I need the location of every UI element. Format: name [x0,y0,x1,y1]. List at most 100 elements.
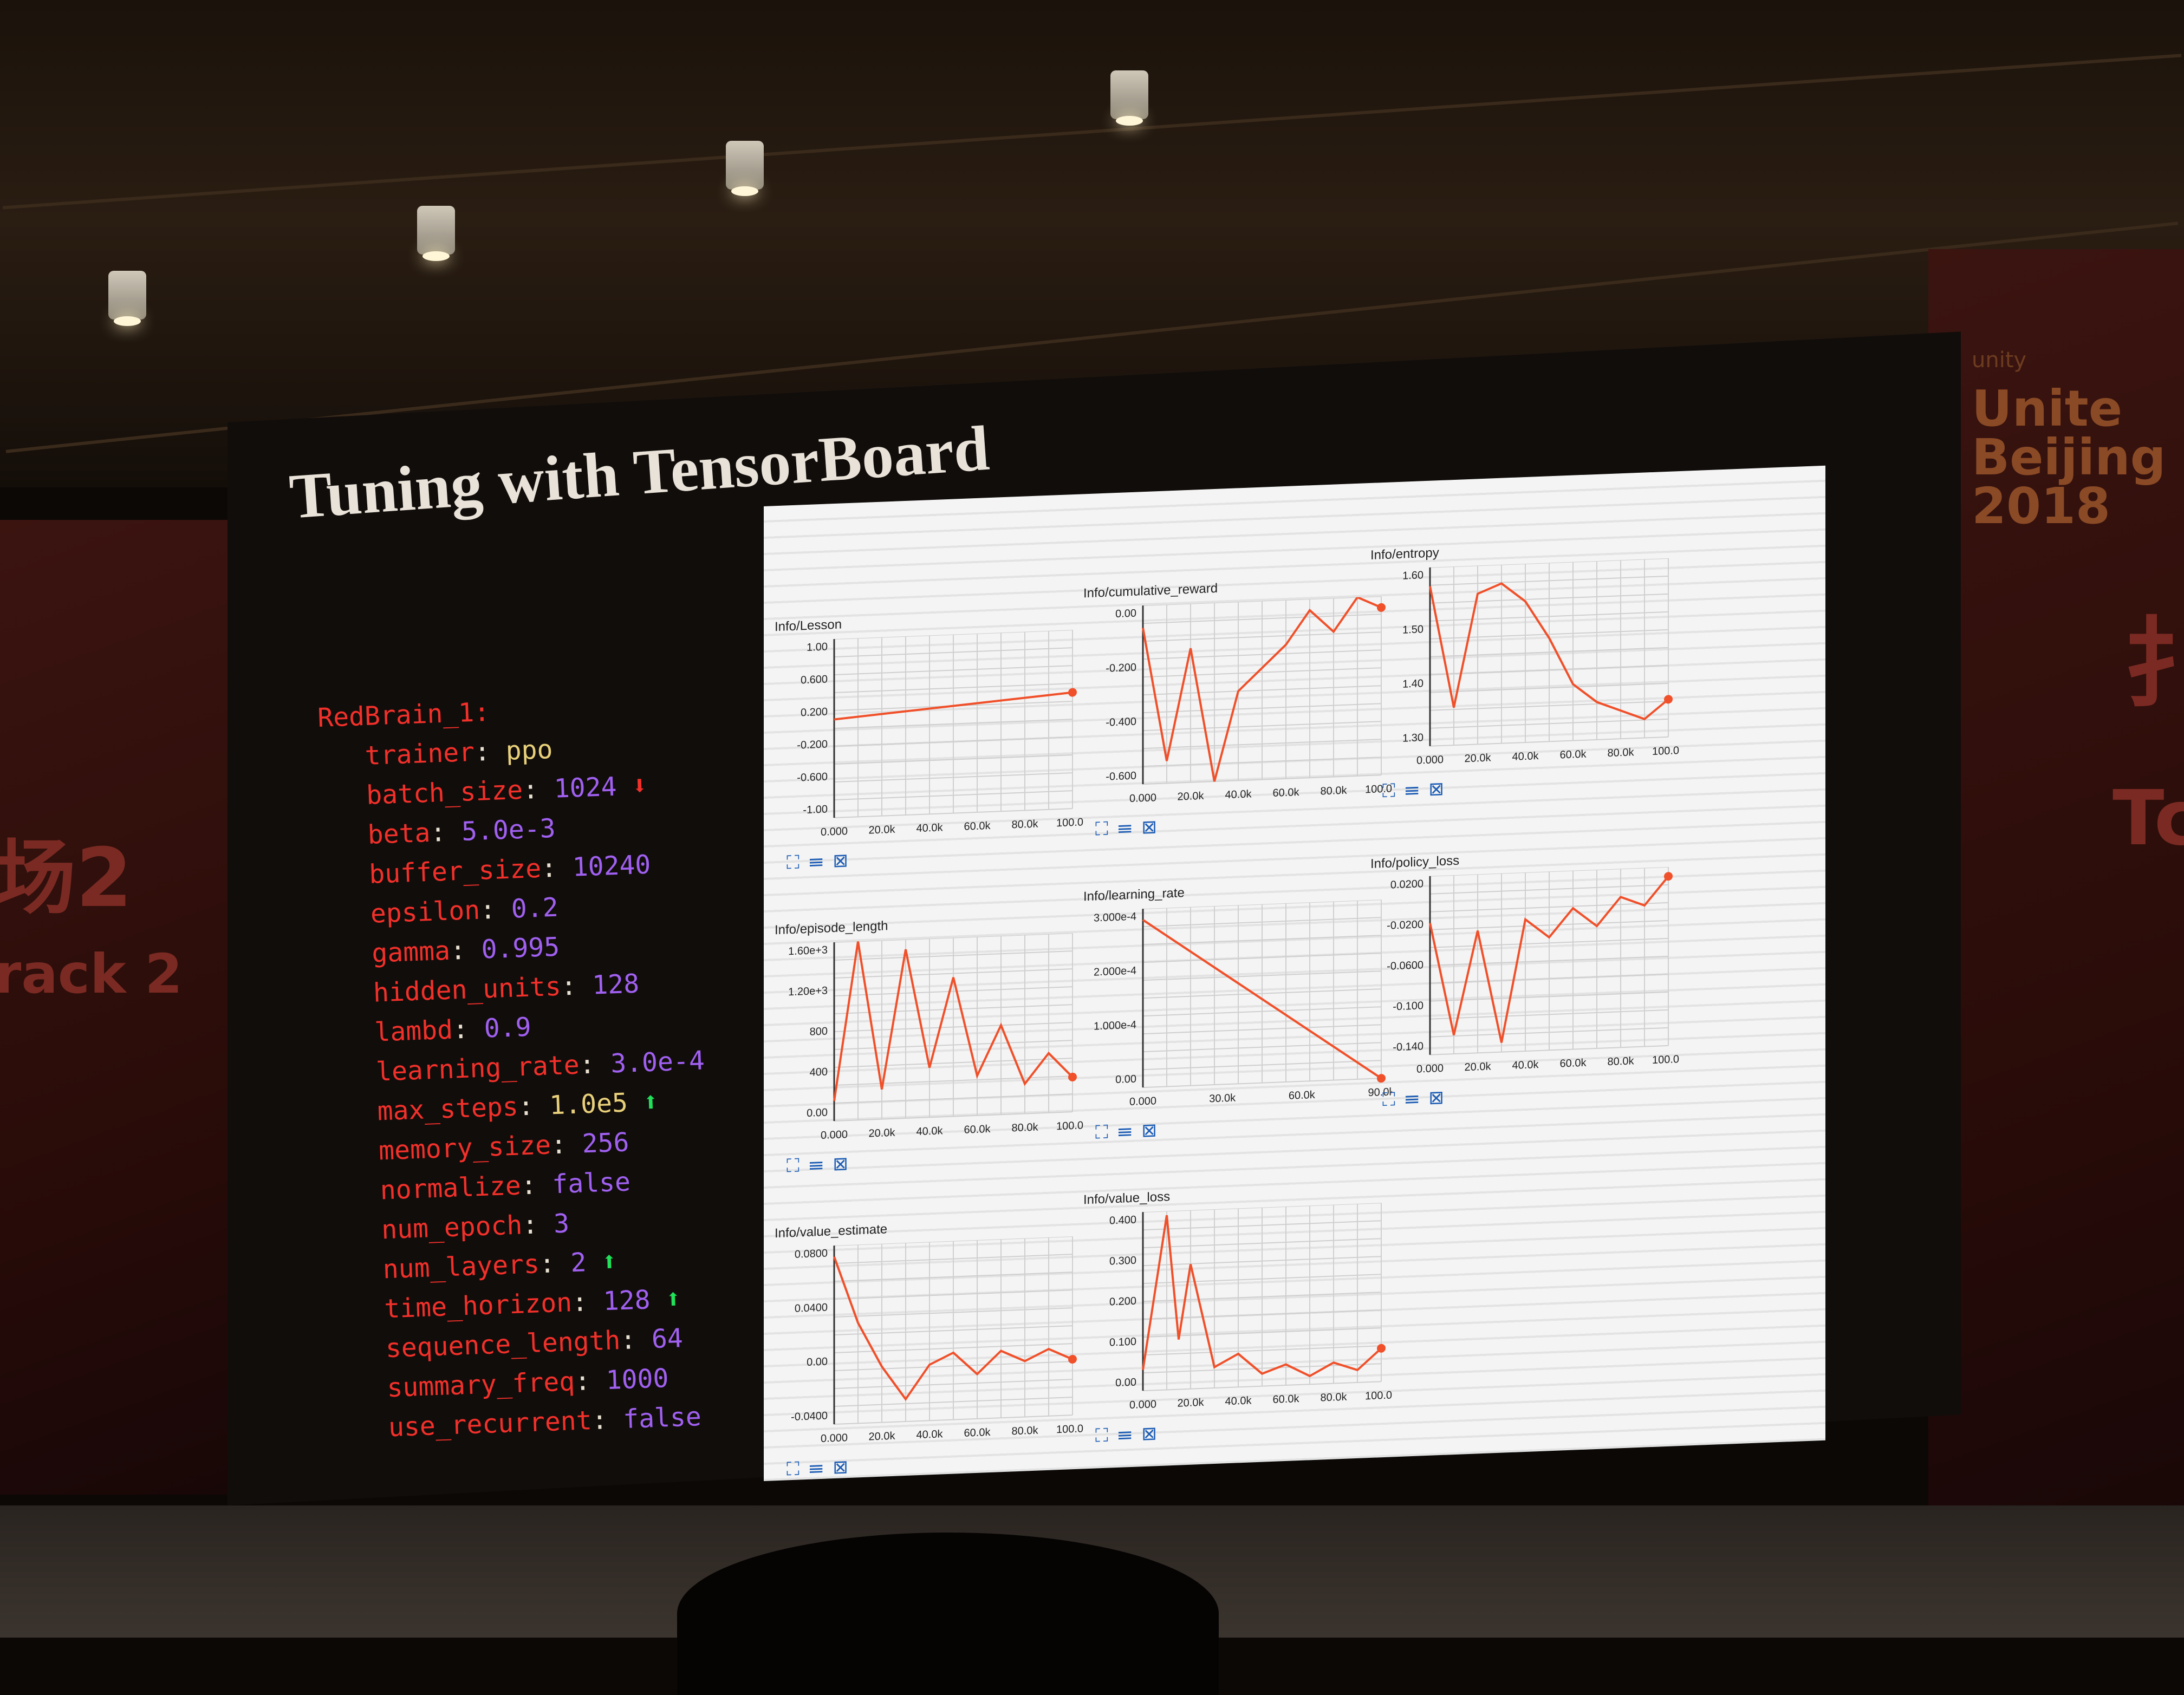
left-fragment-1: 场2 [0,831,133,925]
chart-plot: 0.0200 -0.0200 -0.0600 -0.100 -0.140 0.000 20.… [1387,866,1679,1075]
y-tick-label: 1.00 [807,641,828,653]
config-key: time_horizon [384,1287,573,1325]
right-fragment-2: Tc [2112,774,2184,863]
chart-title: Info/episode_length [775,918,888,938]
series-line [833,1256,1073,1401]
expand-icon[interactable]: ⛶ [1382,780,1405,802]
y-tick-label: 0.200 [1109,1295,1136,1308]
y-tick-label: 0.00 [1115,1073,1136,1086]
chart-title: Info/policy_loss [1370,853,1460,871]
y-tick-label: 0.300 [1109,1255,1136,1268]
x-tick-label: 20.0k [1465,1060,1492,1073]
x-tick-label: 40.0k [916,1125,944,1138]
chart-plot: 1.00 0.600 0.200 -0.200 -0.600 -1.00 0.000 20.0… [797,629,1083,838]
x-tick-label: 0.000 [821,1129,848,1142]
x-tick-label: 0.000 [1416,1062,1444,1075]
config-key: gamma [371,935,451,969]
x-tick-label: 0.000 [821,825,848,838]
x-tick-label: 60.0k [964,820,991,833]
grid-line [1143,1292,1381,1302]
x-tick-label: 100.0k [1652,1053,1679,1066]
fit-domain-icon[interactable]: ⊠ [1141,1423,1167,1445]
x-tick-label: 60.0k [964,1426,991,1439]
y-tick-label: -0.600 [797,771,828,784]
tensorboard-panel: Info/Lesson 1.00 0.600 0.200 -0.200 -0.600 -1.… [764,465,1825,1482]
grid-line [834,1414,1072,1425]
x-tick-label: 100.0k [1365,1389,1392,1402]
grid-line [1430,1045,1668,1055]
trainer-config: RedBrain_1: trainer: ppo batch_size: 1024 ⬇… [317,686,718,1449]
arrow-up-icon: ⬆ [601,1246,618,1277]
chart-title: Info/cumulative_reward [1083,581,1218,601]
list-icon[interactable]: ☰ [809,1457,833,1479]
expand-icon[interactable]: ⛶ [1095,1424,1118,1446]
expand-icon[interactable]: ⛶ [1095,1121,1118,1143]
grid-line [1143,1078,1381,1088]
fit-domain-icon[interactable]: ⊠ [1428,778,1454,800]
list-icon[interactable]: ☰ [1117,1424,1142,1445]
config-value: 1000 [605,1363,670,1396]
x-tick-label: 80.0k [1608,1055,1635,1068]
series-line [1142,919,1382,1079]
expand-icon[interactable]: ⛶ [786,1458,809,1480]
y-tick-label: 0.0400 [795,1301,828,1314]
y-tick-label: -0.0200 [1387,918,1424,932]
chart-plot: 1.60e+3 1.20e+3 800 400 0.00 0.000 20.0k 40.0k 6… [788,933,1083,1142]
x-tick-label: 80.0k [1321,1391,1348,1404]
config-key: summary_freq [386,1366,576,1404]
y-tick-label: 0.00 [1115,1377,1136,1389]
chart-controls: ⛶☰⊠ [1382,1086,1454,1111]
grid-line [834,1397,1072,1407]
list-icon[interactable]: ☰ [809,1154,833,1176]
series-end-point [1664,695,1673,704]
config-value: 128 [602,1285,651,1317]
list-icon[interactable]: ☰ [1405,1087,1429,1110]
fit-domain-icon[interactable]: ⊠ [833,850,858,872]
y-tick-label: 0.00 [807,1355,828,1368]
config-value: 0.995 [480,931,561,965]
expand-icon[interactable]: ⛶ [1095,818,1118,840]
x-tick-label: 0.000 [1416,754,1444,767]
list-icon[interactable]: ☰ [809,851,833,872]
series-end-point [1377,1344,1386,1353]
list-icon[interactable]: ☰ [1117,1120,1142,1142]
fit-domain-icon[interactable]: ⊠ [833,1153,858,1175]
config-value: 3.0e-4 [610,1045,705,1079]
y-tick-label: 0.600 [801,673,828,686]
y-tick-label: 0.400 [1109,1214,1136,1227]
expand-icon[interactable]: ⛶ [786,851,809,873]
series-end-point [1377,1074,1386,1083]
fit-domain-icon[interactable]: ⊠ [833,1456,858,1478]
grid-line [834,736,1072,747]
series-line [833,941,1074,1101]
series-end-point [1664,872,1673,881]
fit-domain-icon[interactable]: ⊠ [1141,816,1167,838]
fit-domain-icon[interactable]: ⊠ [1141,1119,1167,1142]
config-key: buffer_size [368,853,542,890]
config-value: 1024 [553,771,618,804]
right-fragment-1: 扌 [2123,608,2184,721]
list-icon[interactable]: ☰ [1117,817,1142,839]
ceiling-spotlight [726,141,764,196]
config-value: 0.2 [510,892,559,924]
fit-domain-icon[interactable]: ⊠ [1428,1087,1454,1109]
chart-title: Info/value_estimate [775,1222,888,1241]
x-tick-label: 60.0k [964,1123,991,1136]
chart-title: Info/entropy [1370,545,1439,563]
expand-icon[interactable]: ⛶ [1382,1088,1405,1111]
list-icon[interactable]: ☰ [1405,779,1429,801]
expand-icon[interactable]: ⛶ [786,1155,809,1177]
config-value: false [551,1166,631,1200]
chart-controls: ⛶☰⊠ [786,849,858,873]
x-tick-label: 80.0k [1012,1122,1039,1135]
left-stage-panel [0,520,227,1495]
grid-line [834,1093,1072,1104]
ceiling-spotlight [1110,70,1148,126]
y-tick-label: -0.0400 [791,1410,828,1423]
chart-plot: 0.0800 0.0400 0.00 -0.0400 0.000 20.0k 40.0k 60… [791,1236,1083,1445]
x-tick-label: 0.000 [1129,1398,1156,1411]
config-key: learning_rate [375,1049,580,1087]
series-end-point [1068,1072,1077,1081]
x-tick-label: 100.0k [1056,816,1083,829]
x-tick-label: 40.0k [1512,1059,1539,1072]
